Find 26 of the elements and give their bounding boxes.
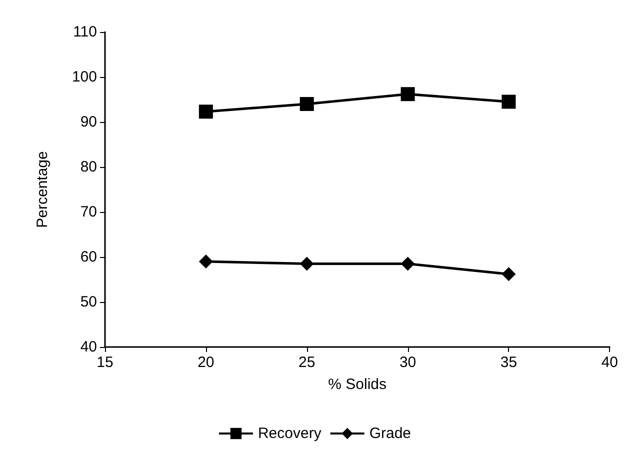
point [198,104,213,119]
y-tick-label: 50 [80,294,97,310]
x-tick-label: 20 [198,354,214,371]
legend-label: Recovery [258,425,322,442]
point [502,94,516,109]
point [400,256,415,271]
x-tick-label: 40 [601,354,618,371]
y-axis-title: Percentage [34,151,51,228]
point [300,97,314,111]
point [502,267,516,282]
point [198,254,213,268]
y-tick-label: 40 [80,338,97,356]
x-axis-title: % Solids [328,376,387,393]
x-tick-label: 25 [298,354,316,371]
y-tick-label: 110 [73,24,97,40]
y-tick-label: 60 [80,248,97,266]
point [300,256,314,271]
x-tick-label: 30 [399,354,416,371]
legend-label: Grade [369,425,412,442]
y-tick-label: 90 [80,114,97,130]
y-tick-label: 100 [72,68,97,86]
y-tick-label: 70 [80,204,97,220]
x-tick-label: 15 [96,354,114,371]
x-tick-label: 35 [500,354,518,371]
point [400,87,415,102]
y-tick-label: 80 [80,158,97,176]
